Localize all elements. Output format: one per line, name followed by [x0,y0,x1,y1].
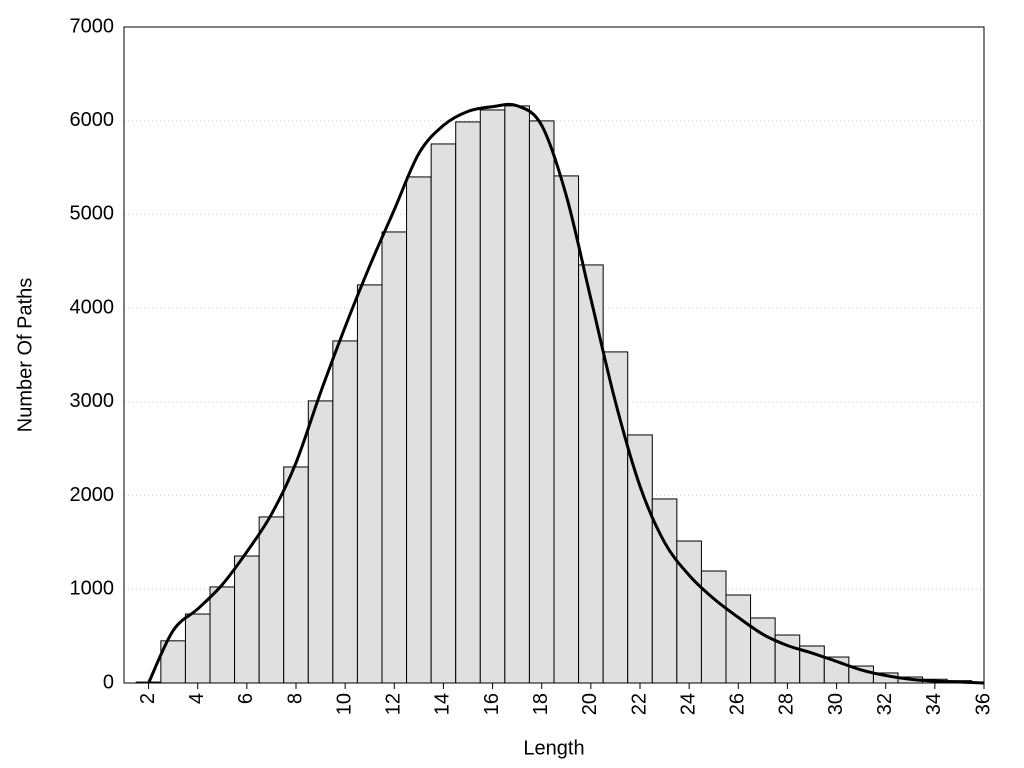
bar [381,231,408,684]
bar [160,640,186,684]
bar [209,586,236,684]
y-tick-label: 0 [103,671,114,693]
curve [147,102,985,685]
bar [553,175,580,684]
bar [430,143,457,684]
x-tick-label: 26 [727,693,749,715]
x-tick-label: 6 [235,693,257,704]
bar [479,109,506,684]
x-tick-label: 8 [284,693,306,704]
x-tick-label: 14 [432,693,454,715]
bar [578,264,604,684]
bar [700,570,727,684]
bar [356,284,383,684]
x-tick-label: 10 [333,693,355,715]
bar [676,540,702,684]
y-tick-label: 2000 [70,484,115,506]
x-tick-label: 4 [186,693,208,704]
bar [234,555,260,684]
bar [528,120,555,684]
bar [627,434,653,684]
bar [455,121,481,684]
bar [332,340,358,684]
plot-frame [123,26,985,684]
y-axis-label: Number Of Paths [14,278,36,433]
bar [184,613,211,684]
x-tick-label: 20 [579,693,601,715]
x-tick-label: 28 [776,693,798,715]
y-tick-label: 6000 [70,109,115,131]
x-tick-label: 32 [874,693,896,715]
x-tick-label: 24 [677,693,699,715]
bar [307,400,334,684]
bar [283,466,309,684]
x-tick-label: 34 [923,693,945,715]
bar [258,516,285,684]
x-tick-label: 18 [530,693,552,715]
y-tick-label: 5000 [70,203,115,225]
x-tick-label: 36 [972,693,994,715]
x-tick-label: 30 [825,693,847,715]
y-tick-label: 1000 [70,578,115,600]
x-tick-label: 2 [137,693,159,704]
x-tick-label: 22 [628,693,650,715]
x-axis-label: Length [523,737,584,759]
bar [504,105,530,684]
x-tick-label: 12 [383,693,405,715]
bar [406,176,432,684]
y-tick-label: 7000 [70,15,115,37]
y-tick-label: 3000 [70,390,115,412]
bar [725,594,752,684]
y-tick-label: 4000 [70,296,115,318]
x-tick-label: 16 [481,693,503,715]
